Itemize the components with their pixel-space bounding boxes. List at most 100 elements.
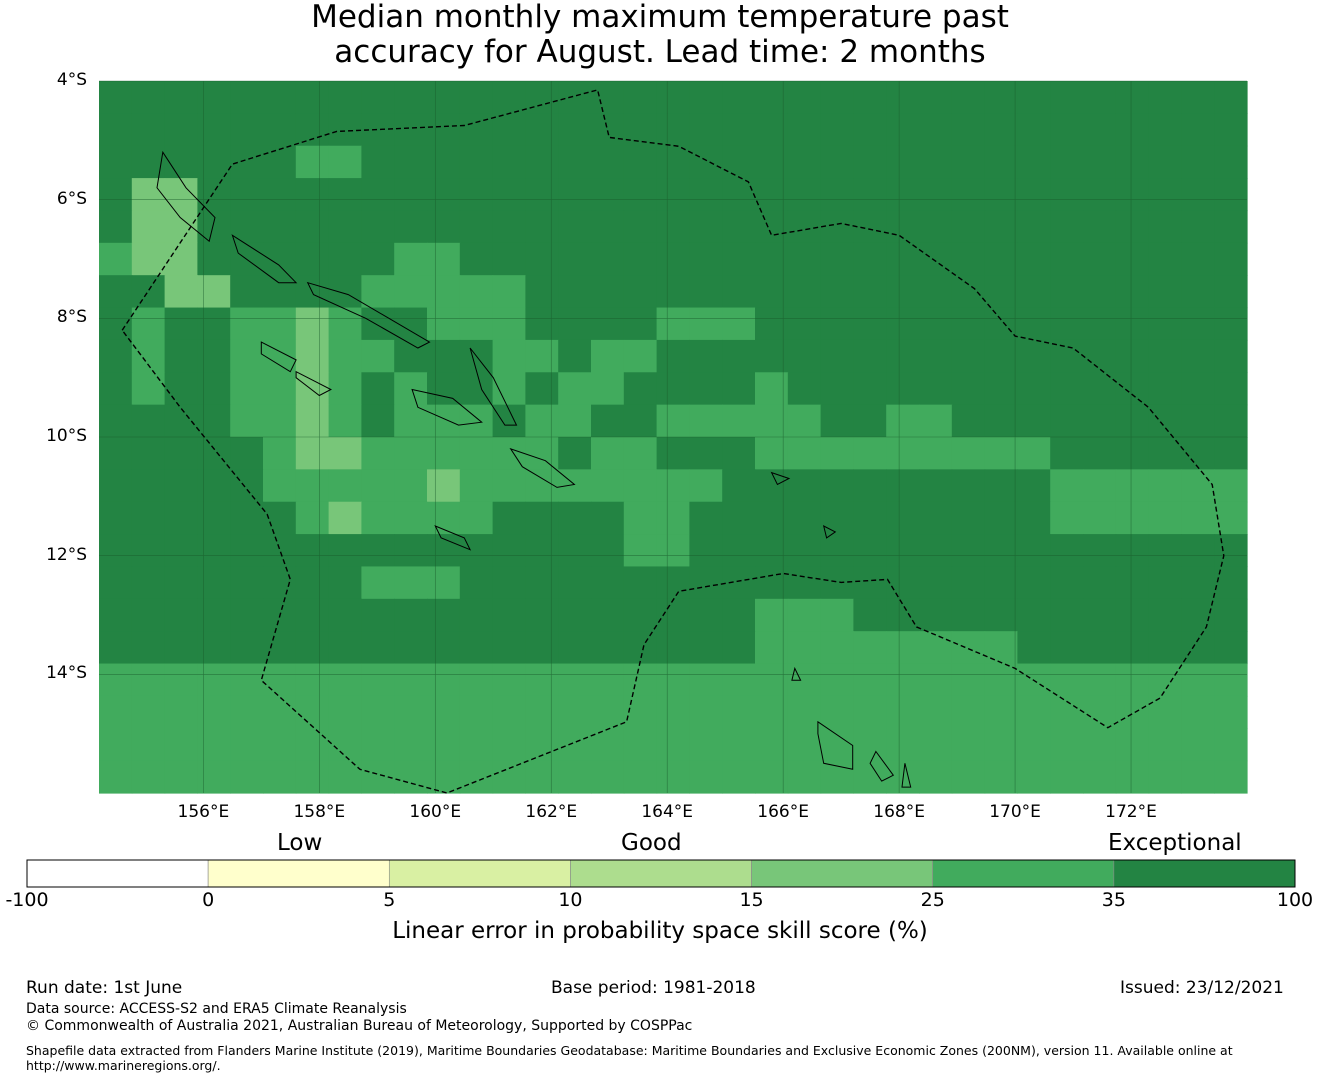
- colorbar-bin: [570, 859, 752, 888]
- grid-cell: [951, 178, 986, 212]
- grid-cell: [722, 113, 756, 147]
- grid-cell: [525, 113, 559, 147]
- grid-cell: [755, 728, 789, 762]
- grid-cell: [919, 534, 953, 568]
- grid-cell: [263, 534, 297, 568]
- colorbar-tick-label: 15: [739, 889, 764, 911]
- grid-cell: [787, 81, 822, 114]
- grid-cell: [1148, 81, 1182, 114]
- grid-cell: [820, 242, 854, 276]
- grid-cell: [197, 437, 231, 470]
- island-outline: [770, 471, 791, 486]
- grid-cell: [197, 307, 231, 341]
- grid-cell: [459, 598, 494, 632]
- grid-cell: [1017, 728, 1051, 762]
- grid-cell: [558, 81, 592, 114]
- grid-cell: [919, 404, 953, 438]
- grid-cell: [1017, 631, 1051, 665]
- grid-cell: [361, 404, 395, 438]
- grid-cell: [755, 242, 789, 276]
- grid-cell: [984, 631, 1018, 665]
- grid-cell: [951, 566, 986, 600]
- grid-cell: [263, 113, 297, 147]
- grid-cell: [492, 760, 526, 794]
- grid-cell: [558, 307, 592, 341]
- grid-cell: [525, 566, 559, 600]
- grid-cell: [1083, 372, 1117, 406]
- grid-cell: [295, 339, 330, 373]
- grid-cell: [230, 372, 264, 406]
- grid-cell: [853, 501, 887, 535]
- grid-cell: [427, 760, 461, 794]
- grid-cell: [459, 113, 494, 147]
- grid-cell: [853, 178, 887, 212]
- grid-cell: [787, 404, 822, 438]
- grid-cell: [820, 534, 854, 568]
- grid-cell: [591, 339, 625, 373]
- grid-cell: [1017, 242, 1051, 276]
- grid-cell: [820, 437, 854, 470]
- grid-cell: [459, 242, 494, 276]
- grid-cell: [787, 437, 822, 470]
- grid-cell: [820, 81, 854, 114]
- map-title-line-1: Median monthly maximum temperature past: [311, 0, 1009, 35]
- grid-cell: [787, 242, 822, 276]
- grid-cell: [197, 178, 231, 212]
- grid-cell: [1017, 145, 1051, 179]
- grid-cell: [1148, 307, 1182, 341]
- grid-cell: [558, 534, 592, 568]
- grid-cell: [1214, 469, 1248, 503]
- grid-cell: [919, 631, 953, 665]
- grid-cell: [1017, 534, 1051, 568]
- grid-cell: [1083, 760, 1117, 794]
- grid-cell: [984, 404, 1018, 438]
- grid-cell: [394, 566, 428, 600]
- grid-cell: [1148, 501, 1182, 535]
- grid-cell: [689, 210, 723, 244]
- grid-cell: [689, 501, 723, 535]
- grid-cell: [295, 210, 330, 244]
- grid-cell: [394, 210, 428, 244]
- grid-cell: [99, 501, 133, 535]
- island-outline: [156, 150, 216, 243]
- grid-cell: [394, 760, 428, 794]
- grid-cell: [1148, 631, 1182, 665]
- grid-cell: [558, 760, 592, 794]
- skill-map: [99, 80, 1248, 794]
- colorbar-tick-label: -100: [5, 889, 49, 911]
- grid-cell: [787, 566, 822, 600]
- grid-cell: [755, 404, 789, 438]
- grid-cell: [328, 275, 362, 309]
- grid-cell: [558, 275, 592, 309]
- grid-cell: [427, 339, 461, 373]
- grid-cell: [1148, 469, 1182, 503]
- grid-cell: [984, 760, 1018, 794]
- grid-cell: [427, 210, 461, 244]
- grid-cell: [394, 81, 428, 114]
- grid-cell: [1050, 566, 1084, 600]
- grid-cell: [394, 145, 428, 179]
- grid-cell: [230, 728, 264, 762]
- grid-cell: [164, 469, 198, 503]
- island-outline: [869, 750, 895, 782]
- grid-cell: [919, 501, 953, 535]
- grid-cell: [263, 145, 297, 179]
- grid-cell: [919, 695, 953, 729]
- grid-cell: [492, 534, 526, 568]
- grid-cell: [722, 534, 756, 568]
- grid-cell: [230, 760, 264, 794]
- grid-cell: [1214, 728, 1248, 762]
- grid-cell: [623, 663, 658, 697]
- grid-cell: [295, 566, 330, 600]
- grid-cell: [886, 598, 920, 632]
- grid-cell: [328, 695, 362, 729]
- grid-cell: [853, 760, 887, 794]
- grid-cell: [197, 210, 231, 244]
- grid-cell: [394, 598, 428, 632]
- grid-cell: [394, 339, 428, 373]
- grid-cell: [131, 275, 166, 309]
- island-outline: [295, 370, 332, 397]
- grid-cell: [919, 339, 953, 373]
- grid-cell: [722, 81, 756, 114]
- grid-cell: [853, 469, 887, 503]
